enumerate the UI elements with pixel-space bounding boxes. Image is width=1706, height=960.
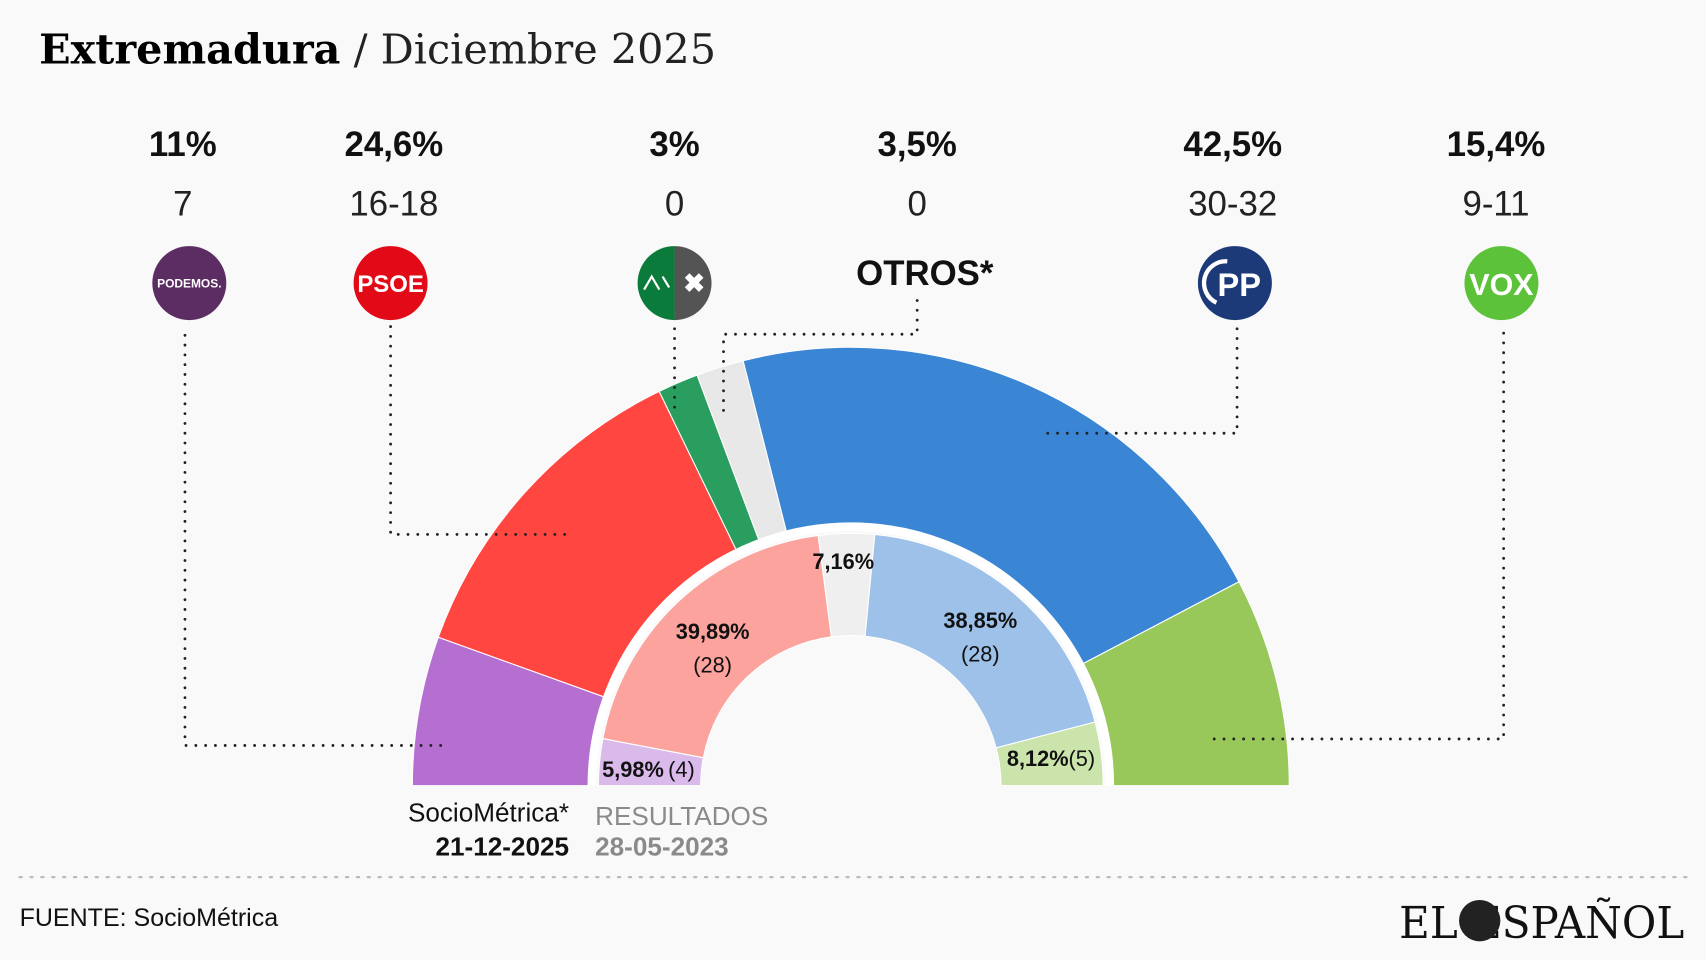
seats-psoe: 16-18 xyxy=(349,185,438,224)
seats-podemos: 7 xyxy=(173,185,192,224)
el-espanol-logo: EL ESPAÑOL xyxy=(1399,898,1684,949)
logo-pp: PP xyxy=(1197,246,1272,321)
lion-icon xyxy=(1459,899,1501,942)
label-pp-2023: 38,85% xyxy=(943,608,1017,633)
title-date: / Diciembre 2025 xyxy=(340,25,716,73)
leader-lines xyxy=(183,299,1506,747)
pct-va: 3% xyxy=(649,125,699,164)
ring-legend: SocioMétrica* 21-12-2025 RESULTADOS 28-0… xyxy=(408,798,768,862)
outer-ring xyxy=(411,346,1290,787)
svg-text:✖: ✖ xyxy=(683,268,705,298)
inner-ring-slice-vox xyxy=(995,721,1104,787)
title-region: Extremadura xyxy=(39,24,340,73)
inner-labels: 7,16% 39,89% (28) 38,85% (28) 5,98% (4) 8… xyxy=(602,549,1095,782)
pct-pp: 42,5% xyxy=(1183,125,1282,164)
seats-psoe-2023: (28) xyxy=(693,653,732,678)
pct-psoe: 24,6% xyxy=(345,125,444,164)
source-note: FUENTE: SocioMétrica xyxy=(20,904,279,932)
legend-outer-date: 21-12-2025 xyxy=(435,831,569,861)
chart-title: Extremadura / Diciembre 2025 xyxy=(39,24,716,73)
pct-vox: 15,4% xyxy=(1447,125,1546,164)
seats-vox: 9-11 xyxy=(1462,185,1529,224)
label-psoe-2023: 39,89% xyxy=(676,619,750,644)
logo-podemos: PODEMOS. xyxy=(152,246,227,321)
logo-psoe-text: PSOE xyxy=(357,271,424,298)
logo-psoe: PSOE xyxy=(353,246,428,321)
seats-otros: 0 xyxy=(908,185,927,224)
logo-va: ✖ xyxy=(637,246,712,321)
label-otros-2023: 7,16% xyxy=(812,549,874,574)
legend-outer-name: SocioMétrica* xyxy=(408,798,569,828)
seats-pp: 30-32 xyxy=(1188,185,1277,224)
inner-ring-slice-psoe xyxy=(602,534,833,759)
party-columns: 11% 7 24,6% 16-18 3% 0 3,5% 0 42,5% 30-3… xyxy=(149,125,1545,224)
label-vox-2023: 8,12%(5) xyxy=(1007,746,1095,771)
inner-ring-slice-pp xyxy=(864,533,1096,749)
leader-podemos xyxy=(183,333,450,747)
logo-pp-text: PP xyxy=(1217,266,1261,303)
leader-psoe xyxy=(389,325,573,536)
pct-podemos: 11% xyxy=(149,125,217,164)
logo-vox: VOX xyxy=(1464,246,1539,321)
legend-inner-date: 28-05-2023 xyxy=(595,831,729,861)
svg-text:EL ESPAÑOL: EL ESPAÑOL xyxy=(1399,898,1684,949)
pct-otros: 3,5% xyxy=(878,125,957,164)
logo-otros: OTROS* xyxy=(856,254,994,293)
logo-podemos-text: PODEMOS. xyxy=(157,276,221,290)
inner-ring xyxy=(597,532,1104,787)
seats-va: 0 xyxy=(665,185,684,224)
logo-vox-text: VOX xyxy=(1469,268,1534,302)
label-podemos-2023: 5,98% (4) xyxy=(602,757,695,782)
legend-inner-name: RESULTADOS xyxy=(595,801,768,831)
seats-pp-2023: (28) xyxy=(961,642,1000,667)
ring-separator xyxy=(587,522,1115,786)
